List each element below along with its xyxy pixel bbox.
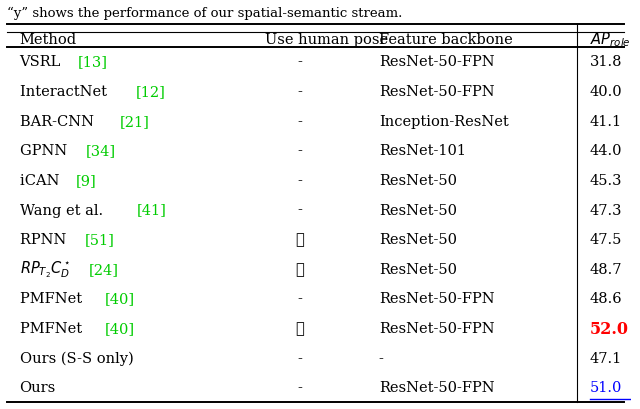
- Text: VSRL: VSRL: [20, 55, 65, 70]
- Text: [13]: [13]: [78, 55, 108, 70]
- Text: Use human pose: Use human pose: [266, 32, 388, 46]
- Text: InteractNet: InteractNet: [20, 85, 111, 99]
- Text: 41.1: 41.1: [590, 115, 622, 128]
- Text: ✓: ✓: [296, 321, 305, 335]
- Text: -: -: [298, 203, 303, 217]
- Text: 47.1: 47.1: [590, 351, 622, 365]
- Text: ResNet-50: ResNet-50: [379, 233, 457, 247]
- Text: ResNet-50-FPN: ResNet-50-FPN: [379, 85, 494, 99]
- Text: [21]: [21]: [120, 115, 149, 128]
- Text: Wang et al.: Wang et al.: [20, 203, 112, 217]
- Text: ResNet-50: ResNet-50: [379, 203, 457, 217]
- Text: [40]: [40]: [104, 292, 134, 306]
- Text: 47.3: 47.3: [590, 203, 622, 217]
- Text: ResNet-50: ResNet-50: [379, 173, 457, 188]
- Text: Ours (S-S only): Ours (S-S only): [20, 351, 133, 365]
- Text: [24]: [24]: [89, 262, 119, 276]
- Text: GPNN: GPNN: [20, 144, 72, 158]
- Text: ResNet-50-FPN: ResNet-50-FPN: [379, 292, 494, 306]
- Text: -: -: [298, 380, 303, 394]
- Text: 48.7: 48.7: [590, 262, 622, 276]
- Text: ResNet-50-FPN: ResNet-50-FPN: [379, 321, 494, 335]
- Text: Ours: Ours: [20, 380, 56, 394]
- Text: 45.3: 45.3: [590, 173, 622, 188]
- Text: -: -: [298, 144, 303, 158]
- Text: [40]: [40]: [104, 321, 134, 335]
- Text: Inception-ResNet: Inception-ResNet: [379, 115, 509, 128]
- Text: [12]: [12]: [136, 85, 166, 99]
- Text: 52.0: 52.0: [590, 320, 629, 337]
- Text: 44.0: 44.0: [590, 144, 622, 158]
- Text: 51.0: 51.0: [590, 380, 622, 394]
- Text: ✓: ✓: [296, 233, 305, 247]
- Text: 47.5: 47.5: [590, 233, 622, 247]
- Text: PMFNet: PMFNet: [20, 321, 86, 335]
- Text: -: -: [298, 292, 303, 306]
- Text: ResNet-50: ResNet-50: [379, 262, 457, 276]
- Text: RPNN: RPNN: [20, 233, 70, 247]
- Text: [34]: [34]: [86, 144, 116, 158]
- Text: Feature backbone: Feature backbone: [379, 32, 513, 46]
- Text: -: -: [298, 85, 303, 99]
- Text: -: -: [298, 351, 303, 365]
- Text: ✓: ✓: [296, 262, 305, 276]
- Text: -: -: [298, 173, 303, 188]
- Text: BAR-CNN: BAR-CNN: [20, 115, 98, 128]
- Text: ResNet-50-FPN: ResNet-50-FPN: [379, 55, 494, 70]
- Text: [51]: [51]: [84, 233, 115, 247]
- Text: 31.8: 31.8: [590, 55, 622, 70]
- Text: -: -: [298, 115, 303, 128]
- Text: $RP_{T_2}C_D^\star$: $RP_{T_2}C_D^\star$: [20, 259, 74, 279]
- Text: [41]: [41]: [137, 203, 167, 217]
- Text: 48.6: 48.6: [590, 292, 623, 306]
- Text: $AP_{role}$: $AP_{role}$: [590, 30, 630, 49]
- Text: PMFNet: PMFNet: [20, 292, 86, 306]
- Text: “y” shows the performance of our spatial-semantic stream.: “y” shows the performance of our spatial…: [7, 7, 403, 20]
- Text: Method: Method: [20, 32, 77, 46]
- Text: [9]: [9]: [76, 173, 97, 188]
- Text: ResNet-101: ResNet-101: [379, 144, 466, 158]
- Text: iCAN: iCAN: [20, 173, 64, 188]
- Text: -: -: [298, 55, 303, 70]
- Text: -: -: [379, 351, 383, 365]
- Text: 40.0: 40.0: [590, 85, 623, 99]
- Text: ResNet-50-FPN: ResNet-50-FPN: [379, 380, 494, 394]
